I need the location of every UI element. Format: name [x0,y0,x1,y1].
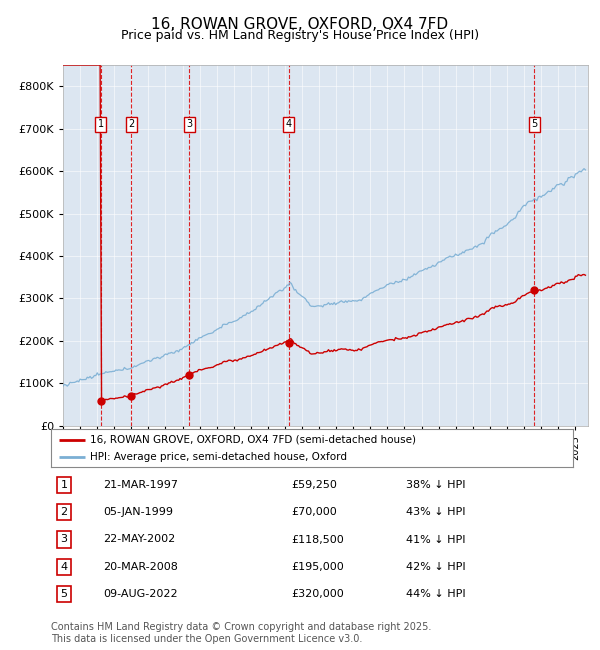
Text: 38% ↓ HPI: 38% ↓ HPI [406,480,466,490]
Text: HPI: Average price, semi-detached house, Oxford: HPI: Average price, semi-detached house,… [90,452,347,462]
Text: 42% ↓ HPI: 42% ↓ HPI [406,562,466,572]
Text: 16, ROWAN GROVE, OXFORD, OX4 7FD (semi-detached house): 16, ROWAN GROVE, OXFORD, OX4 7FD (semi-d… [90,435,416,445]
Text: 20-MAR-2008: 20-MAR-2008 [103,562,178,572]
Text: Contains HM Land Registry data © Crown copyright and database right 2025.
This d: Contains HM Land Registry data © Crown c… [51,622,431,644]
Text: 09-AUG-2022: 09-AUG-2022 [103,589,178,599]
Text: £70,000: £70,000 [291,507,337,517]
Text: £320,000: £320,000 [291,589,344,599]
Text: 5: 5 [531,120,538,129]
Text: 3: 3 [61,534,68,545]
Text: Price paid vs. HM Land Registry's House Price Index (HPI): Price paid vs. HM Land Registry's House … [121,29,479,42]
Text: 22-MAY-2002: 22-MAY-2002 [103,534,175,545]
Text: 41% ↓ HPI: 41% ↓ HPI [406,534,466,545]
Text: 16, ROWAN GROVE, OXFORD, OX4 7FD: 16, ROWAN GROVE, OXFORD, OX4 7FD [151,17,449,32]
Text: 05-JAN-1999: 05-JAN-1999 [103,507,173,517]
Text: £59,250: £59,250 [291,480,337,490]
Text: 5: 5 [61,589,68,599]
Text: 1: 1 [61,480,68,490]
Text: 2: 2 [128,120,134,129]
Text: 44% ↓ HPI: 44% ↓ HPI [406,589,466,599]
Text: 4: 4 [61,562,68,572]
Text: 2: 2 [61,507,68,517]
Text: 21-MAR-1997: 21-MAR-1997 [103,480,178,490]
Text: 4: 4 [286,120,292,129]
Text: 3: 3 [186,120,192,129]
Text: £118,500: £118,500 [291,534,344,545]
Text: £195,000: £195,000 [291,562,344,572]
Text: 43% ↓ HPI: 43% ↓ HPI [406,507,466,517]
Text: 1: 1 [98,120,104,129]
